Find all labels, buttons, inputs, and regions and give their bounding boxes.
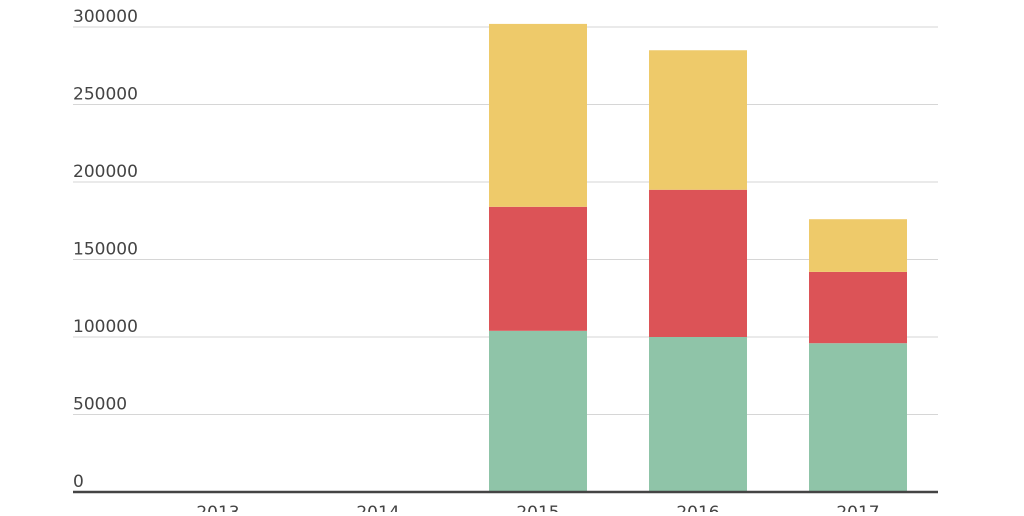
bar-segment (649, 189, 747, 337)
y-tick-label: 50000 (73, 395, 127, 415)
bar-segment (809, 271, 907, 344)
bar-segment (649, 50, 747, 190)
y-tick-label: 250000 (73, 85, 138, 105)
x-tick-label: 2014 (356, 503, 399, 512)
bar-segment (649, 337, 747, 492)
x-tick-label: 2013 (196, 503, 239, 512)
x-tick-label: 2017 (836, 503, 879, 512)
x-tick-label: 2016 (676, 503, 719, 512)
bar-segment (809, 343, 907, 492)
y-tick-label: 300000 (73, 7, 138, 27)
y-tick-label: 150000 (73, 240, 138, 260)
y-tick-label: 200000 (73, 162, 138, 182)
bar-segment (489, 23, 587, 207)
bar-segment (489, 330, 587, 492)
bar-segment (489, 206, 587, 331)
y-tick-label: 0 (73, 472, 84, 492)
bar-segment (809, 219, 907, 272)
y-tick-label: 100000 (73, 317, 138, 337)
x-tick-label: 2015 (516, 503, 559, 512)
